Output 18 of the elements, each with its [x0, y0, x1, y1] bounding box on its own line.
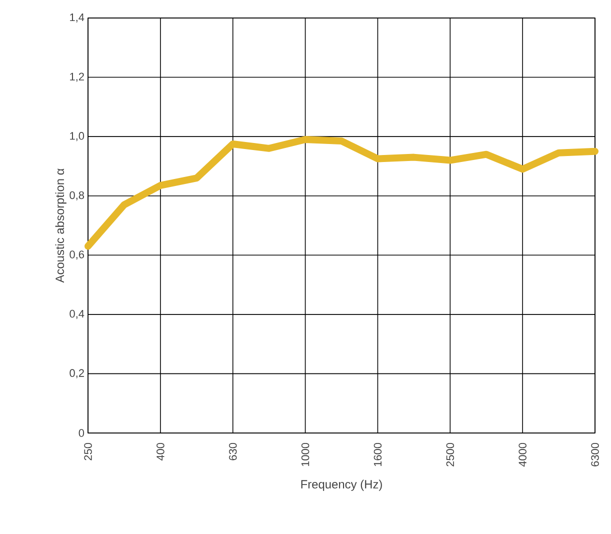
y-tick-label: 1,2: [70, 72, 84, 82]
x-tick-label: 1000: [301, 442, 310, 466]
x-tick-label: 400: [156, 442, 164, 461]
x-tick-label: 1600: [374, 442, 382, 466]
y-tick-label: 1,4: [70, 14, 84, 22]
y-tick-label: 0,2: [70, 369, 84, 378]
x-tick-label: 6300: [591, 442, 599, 466]
x-tick-label: 4000: [518, 442, 526, 467]
y-tick-label: 0,8: [70, 191, 84, 200]
y-tick-label: 0,4: [70, 310, 84, 319]
y-tick-label: 0,6: [70, 250, 84, 260]
y-axis-title: Acoustic absorption α: [55, 168, 66, 283]
x-axis-title: Frequency (Hz): [301, 480, 382, 491]
x-tick-label: 2500: [446, 442, 454, 466]
x-tick-label: 250: [84, 442, 92, 460]
y-tick-label: 1,0: [70, 132, 84, 142]
y-tick-label: 0: [78, 429, 84, 437]
x-tick-label: 630: [228, 442, 237, 460]
